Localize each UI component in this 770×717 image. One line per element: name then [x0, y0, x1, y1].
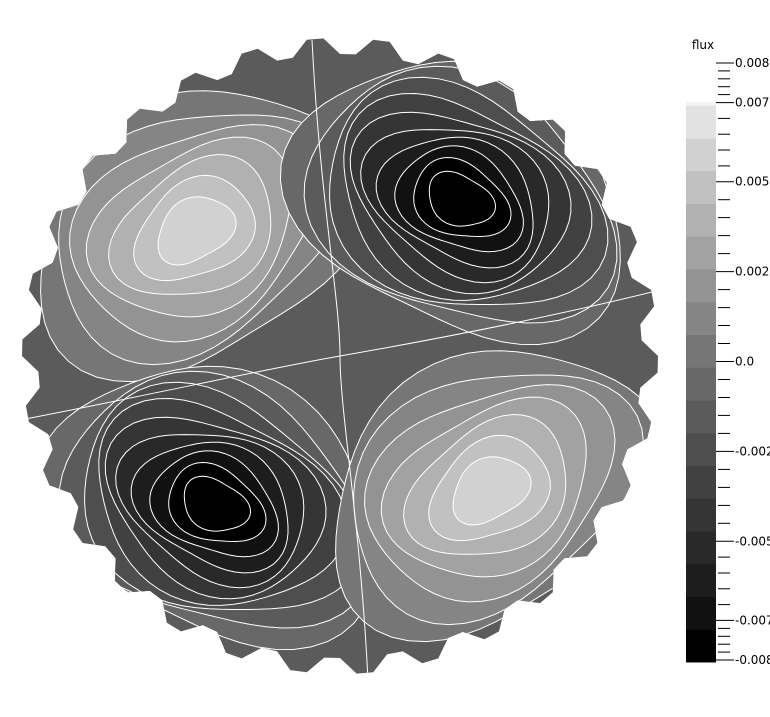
colorbar-bands: [686, 102, 716, 663]
lobe-upper-left: [40, 90, 373, 383]
colorbar-band: [686, 465, 716, 499]
colorbar-band: [686, 629, 716, 663]
core-flux-map: [22, 38, 658, 674]
zero-contour: [22, 39, 658, 674]
colorbar-band: [686, 367, 716, 401]
contour-band: [183, 475, 252, 532]
colorbar-band: [686, 138, 716, 172]
colorbar-band: [686, 203, 716, 237]
contour-band: [428, 170, 497, 227]
colorbar-band: [686, 563, 716, 597]
colorbar-tick-label: 0.008: [735, 56, 769, 70]
colorbar-band: [686, 432, 716, 466]
colorbar-ticks: [716, 62, 734, 661]
colorbar-tick-label: -0.008: [735, 653, 770, 667]
colorbar-tick-label: 0.005: [735, 175, 769, 189]
colorbar-tick-label: -0.005: [735, 534, 770, 548]
colorbar-band: [686, 498, 716, 532]
colorbar-band: [686, 301, 716, 335]
colorbar-band: [686, 170, 716, 204]
colorbar-band: [686, 269, 716, 303]
colorbar-band: [686, 102, 716, 106]
colorbar-band: [686, 334, 716, 368]
colorbar-title: flux: [692, 38, 714, 52]
colorbar: flux 0.008 0.007 0.005 0.002 0.0 -0.002 -0.005…: [686, 38, 770, 667]
colorbar-band: [686, 596, 716, 630]
colorbar-tick-labels: 0.008 0.007 0.005 0.002 0.0 -0.002 -0.005 -0.00…: [735, 56, 770, 667]
contour-band: [452, 456, 532, 526]
colorbar-band: [686, 105, 716, 139]
colorbar-band: [686, 400, 716, 434]
contour-band: [157, 196, 237, 266]
colorbar-tick-label: 0.007: [735, 96, 769, 110]
colorbar-band: [686, 236, 716, 270]
colorbar-tick-label: -0.007: [735, 613, 770, 627]
lobe-upper-right: [279, 60, 621, 346]
colorbar-band: [686, 531, 716, 565]
colorbar-tick-label: 0.002: [735, 265, 769, 279]
zero-contour-horizontal: [22, 289, 658, 421]
colorbar-tick-label: -0.002: [735, 444, 770, 458]
colorbar-tick-label: 0.0: [735, 355, 754, 369]
flux-lobes: [34, 60, 658, 651]
lobe-lower-left: [34, 365, 376, 651]
